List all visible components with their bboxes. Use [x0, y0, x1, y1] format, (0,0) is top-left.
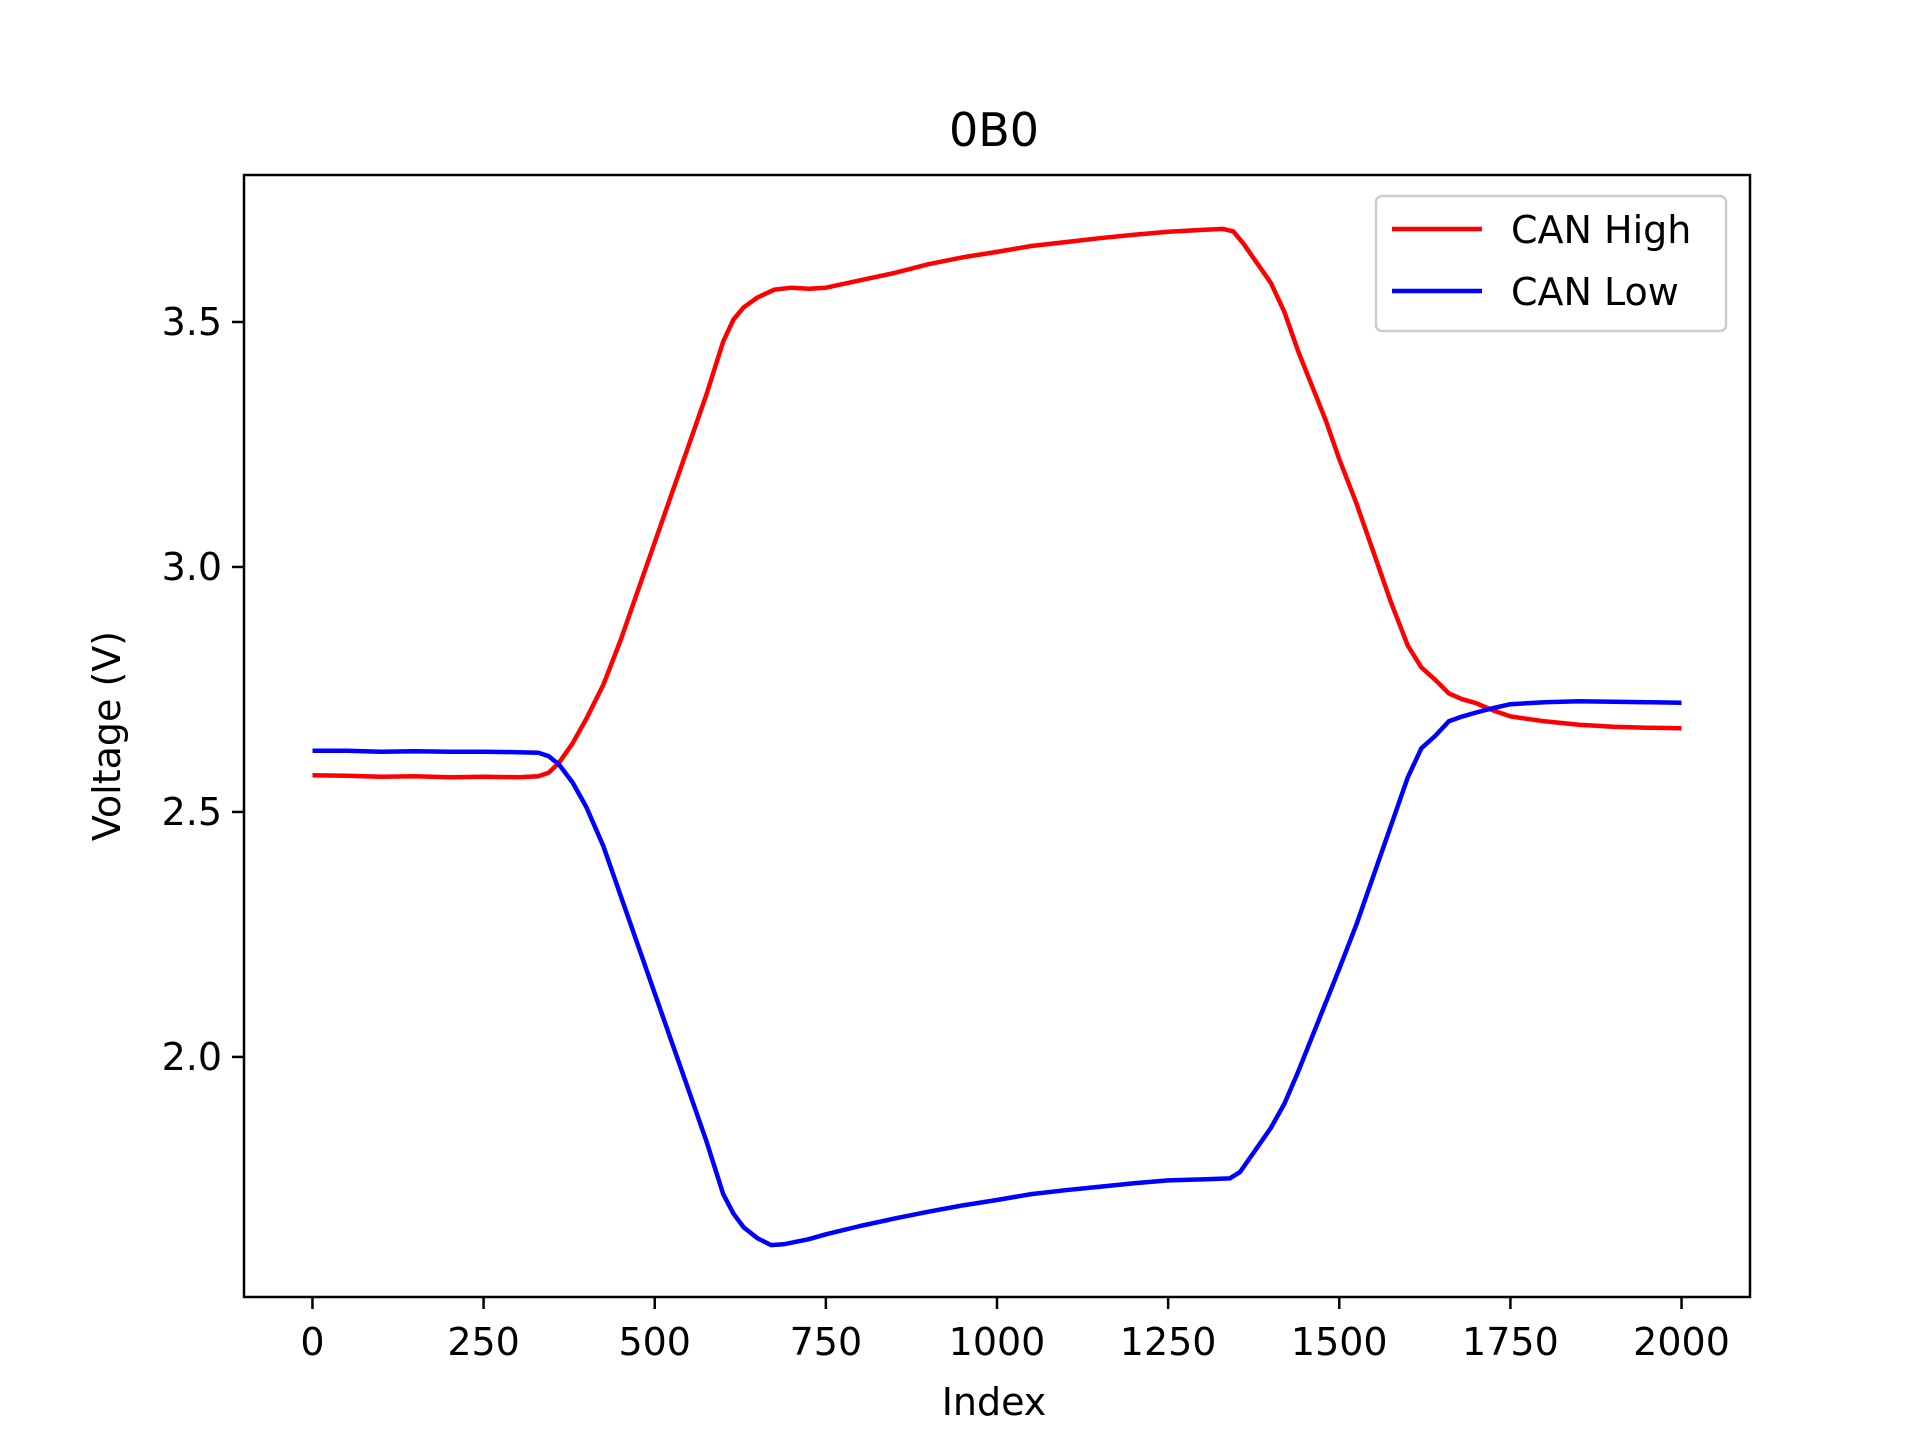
plot-lines	[312, 226, 1682, 1248]
legend-label-can-low: CAN Low	[1511, 270, 1679, 314]
x-axis-label: Index	[942, 1380, 1047, 1424]
x-tick-label: 750	[790, 1320, 863, 1364]
y-tick-label: 3.5	[162, 300, 222, 344]
y-tick-label: 2.5	[162, 790, 222, 834]
legend: CAN High CAN Low	[1374, 194, 1728, 333]
y-tick-label: 3.0	[162, 545, 222, 589]
y-tick-label: 2.0	[162, 1035, 222, 1079]
x-tick-label: 1750	[1462, 1320, 1559, 1364]
x-tick-label: 500	[618, 1320, 691, 1364]
legend-label-can-high: CAN High	[1511, 208, 1691, 252]
x-axis-ticks: 0 250 500 750 1000 1250 1500 1750 2000	[300, 1297, 1730, 1364]
chart-title: 0B0	[949, 103, 1039, 157]
series-line-can-high	[312, 226, 1682, 780]
x-tick-label: 0	[300, 1320, 324, 1364]
x-tick-label: 2000	[1633, 1320, 1730, 1364]
y-axis-label: Voltage (V)	[85, 631, 129, 841]
x-tick-label: 1250	[1120, 1320, 1217, 1364]
y-axis-ticks: 2.0 2.5 3.0 3.5	[162, 300, 244, 1079]
x-tick-label: 250	[447, 1320, 520, 1364]
series-line-can-low	[312, 698, 1682, 1248]
x-tick-label: 1500	[1291, 1320, 1388, 1364]
x-tick-label: 1000	[949, 1320, 1046, 1364]
